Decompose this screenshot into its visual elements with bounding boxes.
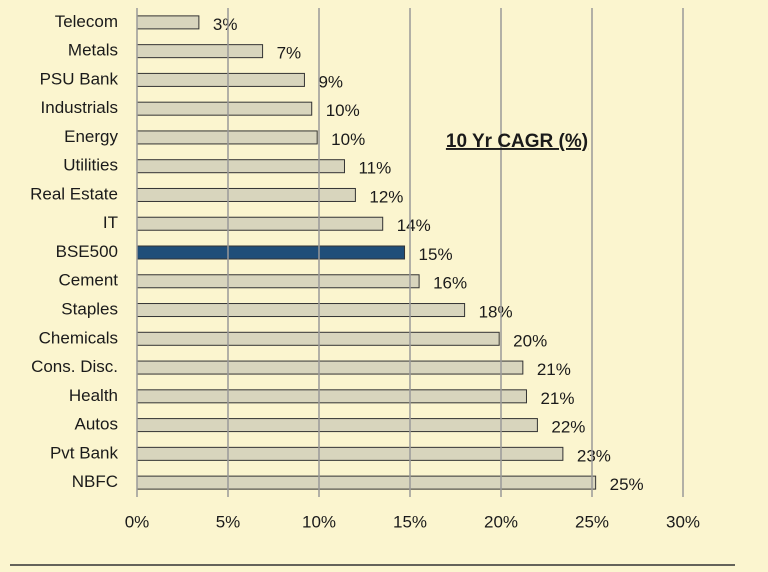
- x-tick-label: 30%: [666, 512, 700, 531]
- y-tick-label: Real Estate: [30, 184, 118, 203]
- bar: [136, 274, 420, 289]
- bar: [136, 303, 466, 318]
- x-tick-label: 0%: [125, 512, 150, 531]
- bar: [136, 245, 406, 260]
- value-label: 21%: [540, 389, 574, 408]
- value-label: 12%: [369, 187, 403, 206]
- value-label: 10%: [326, 101, 360, 120]
- value-label: 20%: [513, 331, 547, 350]
- y-tick-label: Staples: [61, 300, 118, 319]
- annotation: 10 Yr CAGR (%): [446, 131, 588, 152]
- y-tick-label: Cons. Disc.: [31, 357, 118, 376]
- x-tick-label: 5%: [216, 512, 241, 531]
- value-label: 11%: [358, 159, 391, 178]
- bar: [136, 418, 538, 433]
- value-label: 14%: [397, 216, 431, 235]
- value-label: 22%: [551, 418, 585, 437]
- bar: [136, 216, 384, 231]
- value-label: 21%: [537, 360, 571, 379]
- bar: [136, 159, 345, 174]
- x-tick-label: 20%: [484, 512, 518, 531]
- y-tick-label: Energy: [64, 127, 118, 146]
- value-label: 15%: [419, 245, 453, 264]
- bar: [136, 331, 500, 346]
- y-tick-label: IT: [103, 213, 118, 232]
- y-tick-label: Utilities: [63, 156, 118, 175]
- x-tick-label: 10%: [302, 512, 336, 531]
- x-tick-label: 15%: [393, 512, 427, 531]
- bar: [136, 72, 305, 87]
- value-label: 10%: [331, 130, 365, 149]
- bar: [136, 44, 264, 59]
- value-label: 9%: [318, 72, 343, 91]
- y-tick-label: Metals: [68, 41, 118, 60]
- bar: [136, 475, 597, 490]
- bar: [136, 446, 564, 461]
- bar: [136, 101, 313, 116]
- y-tick-label: Health: [69, 386, 118, 405]
- bar: [136, 187, 356, 202]
- x-tick-label: 25%: [575, 512, 609, 531]
- value-label: 3%: [213, 15, 238, 34]
- bar: [136, 130, 318, 145]
- y-tick-label: Pvt Bank: [50, 443, 119, 462]
- bar: [136, 389, 527, 404]
- y-tick-label: Autos: [75, 415, 118, 434]
- value-label: 7%: [277, 44, 302, 63]
- value-label: 18%: [479, 303, 513, 322]
- value-label: 16%: [433, 274, 467, 293]
- value-label: 23%: [577, 446, 611, 465]
- value-label: 25%: [610, 475, 644, 494]
- bar: [136, 360, 524, 375]
- y-tick-label: BSE500: [56, 242, 118, 261]
- y-tick-label: Chemicals: [39, 328, 118, 347]
- y-tick-label: Industrials: [41, 98, 118, 117]
- y-tick-label: PSU Bank: [40, 69, 119, 88]
- bar: [136, 15, 200, 30]
- y-tick-label: NBFC: [72, 472, 118, 491]
- y-tick-label: Cement: [58, 271, 118, 290]
- y-tick-label: Telecom: [55, 12, 118, 31]
